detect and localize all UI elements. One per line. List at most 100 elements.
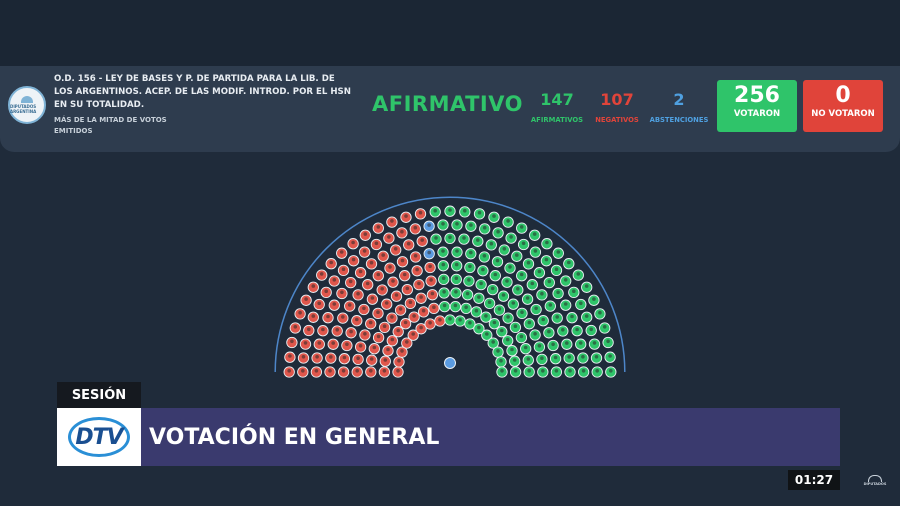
seat-afirmativo <box>530 303 542 316</box>
seat-negativo <box>390 244 402 256</box>
seat-negativo <box>320 286 332 299</box>
seat-afirmativo <box>526 279 538 291</box>
abstenciones-label: ABSTENCIONES <box>649 116 709 124</box>
seat-afirmativo <box>492 227 504 239</box>
seat-afirmativo <box>511 250 523 262</box>
seat-negativo <box>386 216 398 228</box>
seat-afirmativo <box>557 325 569 337</box>
seat-negativo <box>384 262 396 274</box>
seat-afirmativo <box>540 255 553 267</box>
seat-negativo <box>336 287 348 300</box>
seat-afirmativo <box>430 233 442 245</box>
diputados-logo: DIPUTADOS ARGENTINA <box>8 86 46 124</box>
seat-afirmativo <box>483 297 496 310</box>
seat-negativo <box>337 366 350 378</box>
seat-negativo <box>394 304 407 316</box>
afirmativos-label: AFIRMATIVOS <box>530 116 584 124</box>
seat-afirmativo <box>585 324 597 337</box>
seat-afirmativo <box>516 307 528 320</box>
seat-afirmativo <box>502 335 514 347</box>
seat-afirmativo <box>461 289 474 301</box>
seat-afirmativo <box>543 327 555 339</box>
seat-negativo <box>372 222 384 234</box>
seat-negativo <box>401 337 413 349</box>
seat-negativo <box>409 223 421 235</box>
seat-afirmativo <box>563 352 575 364</box>
seat-afirmativo <box>478 251 491 263</box>
seat-negativo <box>396 346 408 358</box>
seat-afirmativo <box>454 315 466 327</box>
top-bar <box>0 0 900 66</box>
logo-ring-icon <box>68 417 130 457</box>
seat-afirmativo <box>438 273 450 286</box>
seat-negativo <box>299 338 312 350</box>
seat-negativo <box>379 355 391 367</box>
seat-negativo <box>365 258 378 270</box>
seat-afirmativo <box>516 222 528 234</box>
seat-afirmativo <box>551 312 563 324</box>
seat-afirmativo <box>496 326 508 338</box>
seat-negativo <box>328 299 340 311</box>
seat-afirmativo <box>444 314 456 326</box>
seat-afirmativo <box>492 346 504 358</box>
seat-afirmativo <box>604 351 616 363</box>
seat-afirmativo <box>522 354 534 366</box>
seat-negativo <box>341 339 353 352</box>
seat-afirmativo <box>450 287 462 299</box>
seat-negativo <box>424 318 436 330</box>
seat-afirmativo <box>536 289 548 301</box>
seat-negativo <box>407 329 419 341</box>
seat-afirmativo <box>477 265 489 277</box>
seat-president <box>444 357 456 369</box>
seat-afirmativo <box>488 318 501 330</box>
seat-afirmativo <box>451 219 463 231</box>
seat-negativo <box>284 351 296 363</box>
seat-afirmativo <box>488 211 500 223</box>
votaron-box: 256 VOTARON <box>717 80 797 132</box>
seat-negativo <box>413 278 425 291</box>
abstenciones-count: 2 <box>673 90 685 109</box>
seat-negativo <box>313 298 325 311</box>
session-tag: SESIÓN <box>57 382 141 408</box>
seat-negativo <box>358 246 371 258</box>
seat-negativo <box>401 283 413 296</box>
seat-negativo <box>300 294 312 306</box>
seat-abstencion <box>423 248 435 260</box>
stat-afirmativos: 147 AFIRMATIVOS <box>528 90 586 124</box>
seat-afirmativo <box>498 244 510 256</box>
seat-afirmativo <box>437 260 449 272</box>
no-votaron-box: 0 NO VOTARON <box>803 80 883 132</box>
seat-negativo <box>354 341 367 353</box>
seat-afirmativo <box>504 262 516 274</box>
seat-negativo <box>403 239 415 251</box>
seat-afirmativo <box>458 233 470 245</box>
seat-afirmativo <box>489 270 501 282</box>
seat-afirmativo <box>481 329 493 341</box>
votaron-label: VOTARON <box>733 109 781 119</box>
seat-afirmativo <box>544 300 556 312</box>
seat-afirmativo <box>560 299 572 311</box>
seat-negativo <box>294 308 306 320</box>
seat-negativo <box>386 312 398 324</box>
seat-afirmativo <box>464 261 476 274</box>
seat-afirmativo <box>480 311 492 323</box>
seat-afirmativo <box>521 293 534 305</box>
seat-afirmativo <box>437 219 449 231</box>
seat-negativo <box>434 315 446 327</box>
seat-afirmativo <box>564 366 576 378</box>
seat-afirmativo <box>529 246 542 258</box>
seat-negativo <box>286 336 298 349</box>
seat-afirmativo <box>550 264 563 277</box>
seat-afirmativo <box>487 283 499 296</box>
sun-icon <box>21 96 33 103</box>
seat-negativo <box>393 356 405 368</box>
seat-afirmativo <box>533 267 546 279</box>
stat-negativos: 107 NEGATIVOS <box>592 90 642 124</box>
seat-afirmativo <box>575 298 587 311</box>
corner-logo-text: DIPUTADOS <box>863 481 887 486</box>
seat-afirmativo <box>571 325 583 337</box>
sun-icon <box>868 474 882 482</box>
seat-afirmativo <box>529 229 541 241</box>
seat-negativo <box>428 302 440 315</box>
seat-afirmativo <box>501 276 513 288</box>
